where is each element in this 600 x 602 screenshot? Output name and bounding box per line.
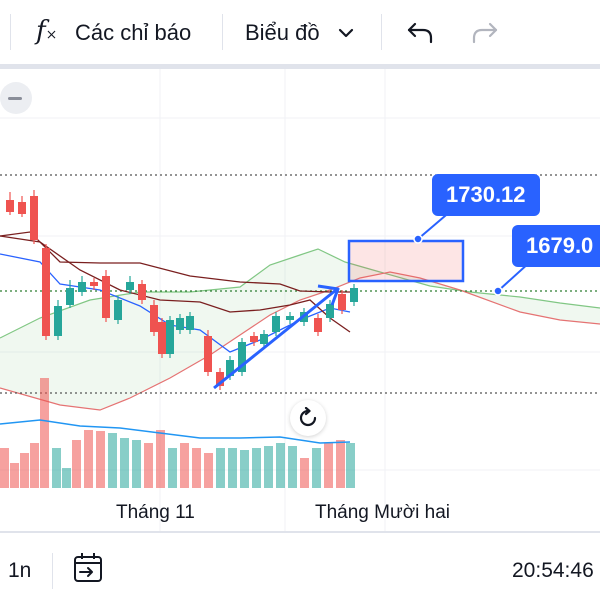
candle-body xyxy=(186,316,194,330)
volume-bar xyxy=(108,433,117,488)
senkou-span-b-line xyxy=(0,271,600,411)
volume-bar xyxy=(168,448,177,488)
reset-icon xyxy=(299,407,317,427)
volume-bar xyxy=(62,468,71,488)
volume-bar xyxy=(40,378,49,488)
volume-bar xyxy=(276,443,285,488)
chart-area[interactable] xyxy=(0,69,600,531)
volume-bar xyxy=(0,448,9,488)
volume-bar xyxy=(20,453,29,488)
volume-bar xyxy=(228,448,237,488)
candle-body xyxy=(272,316,280,332)
toolbar-divider xyxy=(381,14,382,50)
candle-body xyxy=(158,322,166,354)
volume-bar xyxy=(216,448,225,488)
top-toolbar: f× Các chỉ báo Biểu đồ xyxy=(0,0,600,64)
volume-bar xyxy=(30,443,39,488)
candle-body xyxy=(216,372,224,386)
interval-button[interactable]: 1n xyxy=(8,559,32,582)
toolbar-divider xyxy=(10,14,11,50)
candle-body xyxy=(126,282,134,290)
price-label-upper: 1730.12 xyxy=(432,174,540,216)
volume-bar xyxy=(84,430,93,488)
candle-body xyxy=(138,284,146,300)
chevron-down-icon xyxy=(338,28,354,38)
x-axis-label: Tháng Mười hai xyxy=(315,502,451,523)
toolbar-border xyxy=(0,64,600,69)
volume-bar xyxy=(288,446,297,488)
candle-body xyxy=(338,294,346,310)
price-chart[interactable] xyxy=(0,69,600,531)
volume-bar xyxy=(10,463,19,488)
candle-body xyxy=(226,360,234,376)
bottom-bar: 1n 20:54:46 xyxy=(0,531,600,602)
x-axis-label: Tháng 11 xyxy=(116,502,195,523)
volume-bar xyxy=(192,448,201,488)
volume-bar xyxy=(180,443,189,488)
volume-bar xyxy=(72,440,81,488)
candle-body xyxy=(238,342,246,372)
bottom-divider xyxy=(52,553,53,589)
price-range-box xyxy=(347,239,465,283)
candle-body xyxy=(54,306,62,336)
volume-bar xyxy=(144,443,153,488)
volume-bar xyxy=(346,443,355,488)
candle-body xyxy=(30,196,38,240)
clock-time: 20:54:46 xyxy=(512,559,594,582)
candle-body xyxy=(166,320,174,354)
candle-body xyxy=(314,318,322,332)
reset-chart-button[interactable] xyxy=(290,400,326,436)
volume-ma-line xyxy=(0,419,351,444)
volume-bar xyxy=(156,430,165,488)
anchor-point xyxy=(413,234,423,244)
candle-body xyxy=(350,288,358,302)
chart-type-label: Biểu đồ xyxy=(245,20,320,45)
candle-body xyxy=(6,200,14,212)
candle-body xyxy=(18,202,26,214)
candle-body xyxy=(326,304,334,318)
ichimoku-cloud xyxy=(0,249,600,410)
volume-bar xyxy=(336,440,345,488)
redo-icon[interactable] xyxy=(470,18,500,46)
candle-body xyxy=(250,336,258,342)
volume-bar xyxy=(252,448,261,488)
undo-icon[interactable] xyxy=(405,18,435,46)
candle-body xyxy=(176,318,184,330)
trend-arrow-head xyxy=(317,284,340,306)
volume-bar xyxy=(120,438,129,488)
candle-body xyxy=(286,316,294,320)
volume-bar xyxy=(300,458,309,488)
candle-body xyxy=(66,288,74,305)
volume-bar xyxy=(204,453,213,488)
candle-body xyxy=(102,276,110,318)
toolbar-divider xyxy=(222,14,223,50)
candle-body xyxy=(90,282,98,286)
trend-arrow-line xyxy=(213,288,337,390)
volume-bar xyxy=(96,431,105,488)
anchor-point xyxy=(493,286,503,296)
volume-bar xyxy=(324,443,333,488)
volume-bar xyxy=(132,440,141,488)
price-label-lower: 1679.0 xyxy=(512,225,600,267)
candle-body xyxy=(204,336,212,372)
function-icon: f× xyxy=(36,16,58,46)
candle-body xyxy=(78,282,86,292)
indicators-button[interactable]: f× Các chỉ báo xyxy=(30,10,210,54)
calendar-go-to-icon[interactable] xyxy=(72,551,106,585)
chart-type-button[interactable]: Biểu đồ xyxy=(236,10,366,54)
candle-body xyxy=(42,248,50,336)
volume-bar xyxy=(52,448,61,488)
volume-bar xyxy=(312,448,321,488)
collapse-button[interactable] xyxy=(0,82,32,114)
chikou-span-line xyxy=(0,235,351,333)
candle-body xyxy=(260,334,268,344)
candle-body xyxy=(150,305,158,332)
indicators-label: Các chỉ báo xyxy=(75,20,192,45)
volume-bar xyxy=(240,450,249,488)
volume-bar xyxy=(264,446,273,488)
candle-body xyxy=(114,300,122,320)
